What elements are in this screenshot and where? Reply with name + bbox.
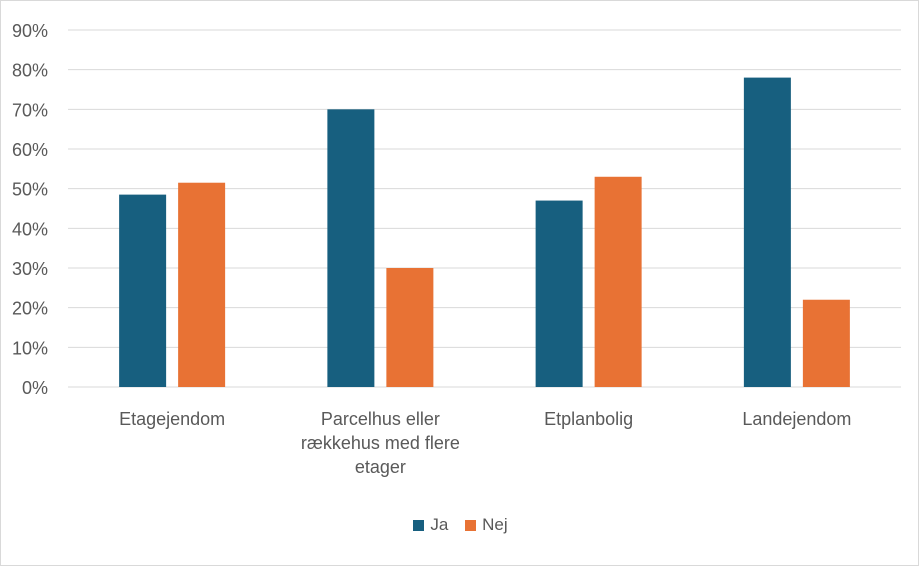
y-tick-label: 90% [12,21,48,41]
y-tick-label: 40% [12,219,48,239]
legend-swatch-nej [465,519,477,531]
legend-item-nej: Nej [465,515,508,535]
bar-ja [119,194,167,387]
legend-swatch-ja [413,519,425,531]
y-tick-label: 80% [12,61,48,81]
bar-nej [594,176,642,387]
legend: Ja Nej [1,515,919,536]
bar-chart: 0% 10% 20% 30% 40% 50% 60% 70% 80% 90% Etagejendom… [12,21,901,477]
x-category-label: etager [355,457,406,477]
y-tick-label: 20% [12,299,48,319]
bar-nej [386,268,434,387]
y-tick-label: 0% [22,378,48,398]
x-category-label: rækkehus med flere [301,433,460,453]
bar-ja [535,200,583,387]
legend-label-ja: Ja [430,515,449,534]
y-tick-label: 10% [12,338,48,358]
legend-item-ja: Ja [413,515,448,535]
bar-ja [327,109,375,387]
x-category-label: Landejendom [742,409,851,429]
x-category-label: Etagejendom [119,409,225,429]
y-tick-label: 70% [12,100,48,120]
y-tick-label: 60% [12,140,48,160]
legend-label-nej: Nej [482,515,508,534]
bar-nej [802,299,850,387]
x-category-label: Etplanbolig [544,409,633,429]
y-tick-label: 30% [12,259,48,279]
bar-ja [743,77,791,387]
y-tick-label: 50% [12,180,48,200]
bar-nej [178,182,226,387]
x-category-label: Parcelhus eller [321,409,440,429]
